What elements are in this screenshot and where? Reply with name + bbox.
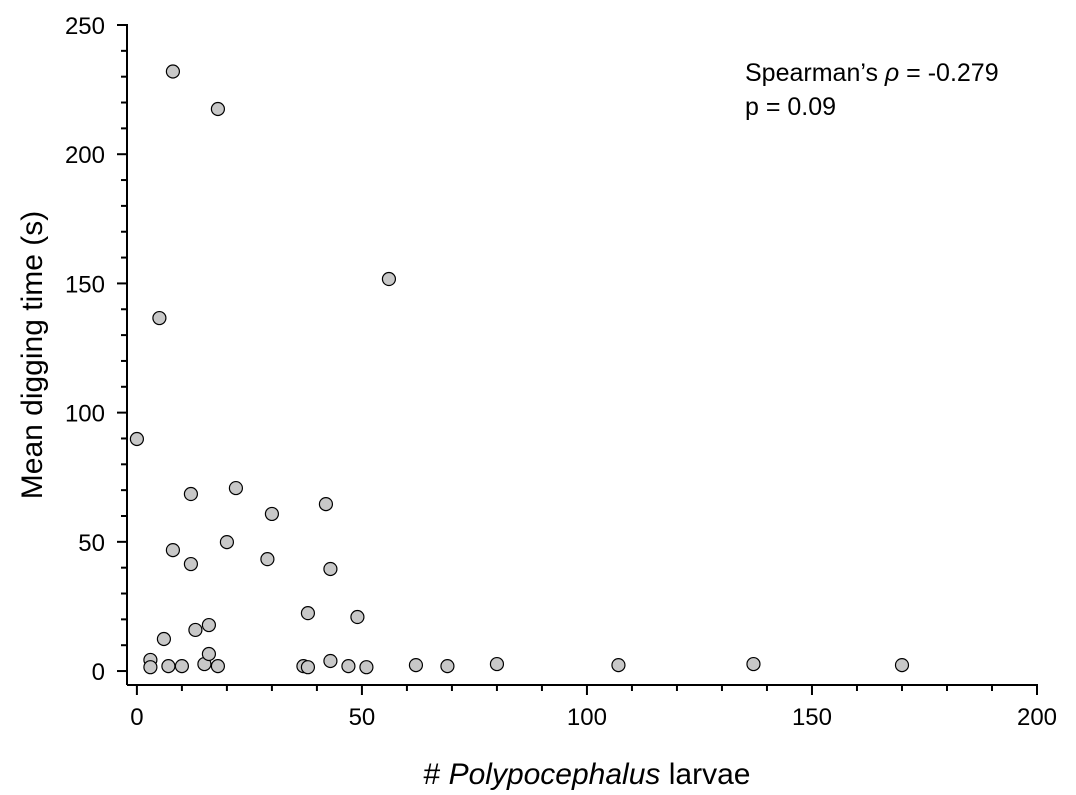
point — [156, 631, 172, 647]
point — [174, 659, 190, 674]
point — [359, 660, 374, 675]
x-tick-label: 50 — [349, 704, 376, 731]
point — [746, 656, 761, 672]
annotation-text: = -0.279 — [899, 59, 998, 87]
y-tick-label: 250 — [65, 13, 105, 40]
x-tick-label: 100 — [567, 704, 607, 731]
point — [161, 659, 176, 674]
point — [341, 659, 356, 674]
point — [219, 534, 235, 550]
y-tick-label: 100 — [65, 401, 105, 428]
point — [323, 561, 338, 577]
point — [611, 658, 626, 673]
point — [260, 552, 275, 567]
point — [183, 486, 199, 502]
point — [201, 617, 217, 633]
point — [381, 271, 397, 287]
x-label-text: # — [424, 758, 449, 790]
x-tick-label: 0 — [130, 704, 143, 731]
point — [210, 101, 226, 117]
x-tick-label: 150 — [792, 704, 832, 731]
point — [210, 659, 226, 674]
x-label-text: larvae — [660, 758, 750, 790]
point — [183, 556, 199, 572]
point — [264, 506, 280, 522]
point — [201, 646, 217, 662]
annotation-symbol: ρ — [884, 59, 899, 87]
point — [408, 658, 424, 673]
point — [350, 609, 365, 625]
point — [300, 660, 316, 675]
point — [152, 310, 167, 326]
annotation: Spearman’s ρ = -0.279 — [745, 59, 999, 87]
point — [143, 660, 158, 675]
point — [894, 658, 910, 673]
x-axis-label: # Polypocephalus larvae — [424, 758, 751, 790]
y-tick-label: 150 — [65, 271, 105, 298]
annotation-text: Spearman’s — [745, 59, 885, 87]
y-axis-label: Mean digging time (s) — [16, 211, 49, 499]
point — [165, 64, 181, 79]
point — [300, 606, 316, 621]
point — [188, 622, 203, 638]
x-label-italic: Polypocephalus — [449, 758, 661, 790]
point — [129, 431, 145, 447]
point — [165, 543, 181, 558]
y-tick-label: 200 — [65, 142, 105, 169]
x-tick-label: 200 — [1017, 704, 1057, 731]
point — [228, 480, 244, 496]
y-tick-label: 0 — [92, 659, 105, 686]
point — [323, 653, 338, 669]
y-tick-label: 50 — [78, 530, 105, 557]
point — [489, 656, 505, 672]
point — [318, 497, 334, 512]
point — [440, 659, 455, 674]
annotation-p: p = 0.09 — [745, 93, 836, 121]
